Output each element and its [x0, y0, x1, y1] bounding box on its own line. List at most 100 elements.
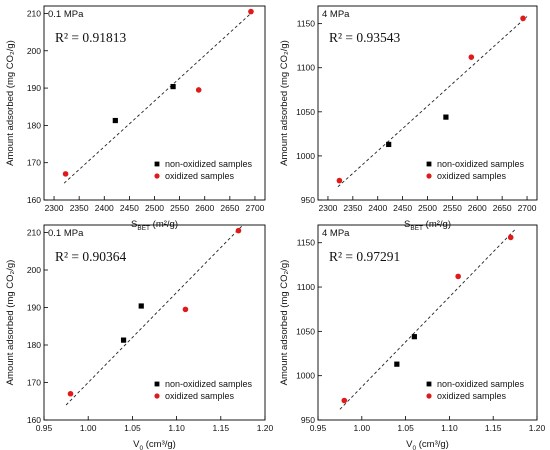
y-tick-label: 160: [27, 415, 41, 425]
data-point-non-oxidized: [394, 361, 400, 367]
y-tick-label: 950: [301, 195, 315, 205]
data-point-non-oxidized: [386, 141, 392, 148]
pressure-label: 4 MPa: [322, 228, 350, 239]
r-squared-label: R² = 0.97291: [329, 249, 400, 264]
y-tick-label: 170: [27, 378, 41, 388]
x-axis-label: SBET (m²/g): [404, 219, 451, 232]
y-tick-label: 210: [27, 8, 41, 18]
x-tick-label: 0.95: [36, 423, 53, 433]
x-tick-label: 2350: [70, 203, 89, 213]
x-tick-label: 1.20: [529, 423, 546, 433]
y-axis-label: Amount adsorbed (mg CO₂/g): [279, 260, 290, 386]
x-tick-label: 2500: [418, 203, 437, 213]
legend-entry-label: oxidized samples: [165, 171, 235, 181]
chart-panel-2: 2300 2350 2400 2450 2500 2550 2600 2650 2700 950 1…: [279, 5, 538, 232]
y-tick-label: 1150: [297, 19, 316, 29]
x-tick-label: 2300: [318, 203, 337, 213]
legend-entry-label: non-oxidized samples: [165, 159, 253, 169]
data-point-oxidized: [248, 8, 254, 15]
data-point-oxidized: [182, 306, 189, 313]
legend-entry-label: non-oxidized samples: [437, 159, 525, 169]
x-tick-label: 2550: [443, 203, 462, 213]
linear-fit-line: [339, 229, 516, 410]
data-point-oxidized: [336, 177, 343, 184]
x-tick-label: 2600: [195, 203, 214, 213]
x-tick-label: 2550: [170, 203, 189, 213]
y-tick-label: 180: [27, 340, 41, 350]
y-axis-label: Amount adsorbed (mg CO₂/g): [279, 40, 290, 166]
y-tick-label: 170: [27, 158, 41, 168]
legend-marker-non-oxidized: [426, 161, 432, 167]
y-tick-label: 1150: [297, 238, 316, 248]
x-tick-label: 2600: [468, 203, 487, 213]
data-point-oxidized: [67, 390, 74, 397]
legend-marker-oxidized: [426, 173, 432, 179]
x-axis-label: V0 (cm³/g): [406, 439, 449, 450]
x-tick-label: 2500: [145, 203, 164, 213]
y-tick-label: 180: [27, 120, 41, 130]
y-tick-label: 200: [27, 265, 41, 275]
x-tick-label: 2700: [245, 203, 264, 213]
data-point-oxidized: [507, 234, 514, 241]
x-axis-label: V0 (cm³/g): [133, 439, 176, 450]
legend-marker-non-oxidized: [154, 381, 160, 387]
y-tick-label: 1100: [297, 63, 316, 73]
y-tick-label: 1050: [296, 326, 315, 336]
legend-marker-non-oxidized: [154, 161, 160, 167]
data-point-oxidized: [235, 227, 242, 234]
y-tick-label: 1100: [297, 282, 316, 292]
y-axis-label: Amount adsorbed (mg CO₂/g): [5, 260, 16, 386]
x-tick-label: 1.00: [80, 423, 97, 433]
y-tick-label: 190: [27, 83, 41, 93]
data-point-non-oxidized: [170, 83, 176, 90]
chart-panel-1: 2300 2350 2400 2450 2500 2550 2600 2650 2700 160 1…: [5, 5, 266, 232]
x-tick-label: 2350: [343, 203, 362, 213]
x-axis-label: SBET (m²/g): [131, 219, 178, 232]
linear-fit-line: [65, 224, 244, 406]
r-squared-label: R² = 0.90364: [55, 249, 127, 264]
chart-panel-3: 0.95 1.00 1.05 1.10 1.15 1.20 160 170 180 190 200 2…: [5, 224, 274, 450]
y-axis-label: Amount adsorbed (mg CO₂/g): [5, 40, 16, 166]
plot-frame: [43, 224, 266, 421]
x-tick-label: 1.20: [257, 423, 274, 433]
y-tick-label: 1000: [296, 371, 315, 381]
legend-marker-oxidized: [154, 173, 160, 179]
data-point-non-oxidized: [120, 337, 127, 343]
data-point-non-oxidized: [112, 117, 118, 124]
x-tick-label: 2650: [493, 203, 512, 213]
y-tick-label: 160: [27, 195, 41, 205]
data-point-oxidized: [455, 273, 461, 280]
legend-entry-label: oxidized samples: [437, 171, 507, 181]
data-point-oxidized: [195, 87, 202, 93]
legend-entry-label: non-oxidized samples: [165, 379, 253, 389]
y-tick-label: 1050: [296, 107, 315, 117]
x-tick-label: 2400: [368, 203, 387, 213]
data-point-oxidized: [520, 15, 526, 22]
plot-frame: [317, 224, 538, 421]
legend-marker-non-oxidized: [426, 381, 432, 387]
pressure-label: 0.1 MPa: [48, 9, 84, 20]
x-tick-label: 2700: [518, 203, 537, 213]
legend-marker-oxidized: [426, 393, 432, 399]
x-tick-label: 2300: [45, 203, 64, 213]
x-tick-label: 2450: [393, 203, 412, 213]
chart-panel-4: 0.95 1.00 1.05 1.10 1.15 1.20 950 1000 1050 1100 1…: [279, 224, 546, 450]
x-tick-label: 1.00: [354, 423, 371, 433]
x-tick-label: 1.15: [485, 423, 502, 433]
data-point-oxidized: [468, 54, 475, 60]
x-tick-label: 0.95: [310, 423, 327, 433]
linear-fit-line: [337, 16, 528, 188]
x-tick-label: 1.10: [441, 423, 458, 433]
linear-fit-line: [63, 9, 256, 184]
data-point-non-oxidized: [411, 334, 417, 340]
x-tick-label: 2400: [95, 203, 114, 213]
pressure-label: 0.1 MPa: [48, 228, 84, 239]
r-squared-label: R² = 0.93543: [329, 30, 401, 45]
x-tick-label: 1.10: [168, 423, 185, 433]
y-tick-label: 1000: [296, 151, 315, 161]
data-point-oxidized: [341, 397, 348, 404]
legend-entry-label: oxidized samples: [165, 391, 235, 401]
y-tick-label: 210: [27, 228, 41, 238]
legend-entry-label: non-oxidized samples: [437, 379, 525, 389]
